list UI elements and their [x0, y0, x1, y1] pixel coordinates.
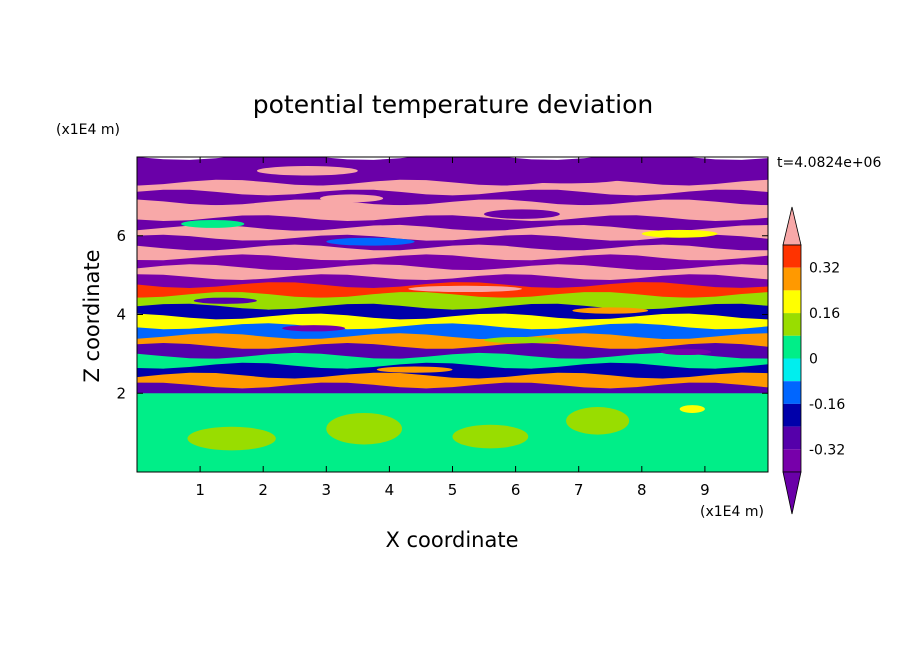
contour-feature: [187, 426, 276, 451]
colorbar-swatch: [783, 290, 801, 314]
colorbar-tick-label: 0.32: [809, 261, 840, 277]
x-tick-label: 7: [574, 481, 584, 499]
contour-feature: [282, 325, 346, 332]
contour-feature: [484, 336, 560, 344]
x-tick-label: 6: [511, 481, 521, 499]
colorbar-under-triangle: [782, 471, 802, 515]
contour-feature: [679, 405, 705, 413]
contour-feature: [181, 220, 245, 228]
colorbar-over-triangle: [782, 206, 802, 246]
colorbar-tick-label: -0.32: [809, 442, 845, 458]
colorbar-swatch: [783, 245, 801, 268]
x-tick-label: 9: [700, 481, 710, 499]
contour-feature: [484, 209, 560, 219]
contour-feature: [452, 424, 529, 449]
x-tick-label: 3: [322, 481, 332, 499]
contour-feature: [641, 229, 718, 238]
colorbar-swatch: [783, 381, 801, 404]
contour-band: [137, 372, 768, 389]
contour-feature: [509, 173, 623, 184]
contour-feature: [326, 237, 415, 246]
colorbar-swatch: [783, 267, 801, 291]
colorbar-swatch: [783, 403, 801, 427]
contour-feature: [326, 412, 403, 445]
colorbar-tick-label: -0.16: [809, 397, 845, 413]
contour-feature: [572, 307, 649, 314]
contour-band: [137, 382, 768, 397]
chart-title: potential temperature deviation: [253, 90, 653, 119]
time-label: t=4.0824e+06: [777, 155, 881, 171]
colorbar-swatch: [783, 335, 801, 359]
x-tick-label: 8: [637, 481, 647, 499]
colorbar-swatch: [783, 449, 801, 472]
x-tick-label: 2: [258, 481, 268, 499]
contour-feature: [193, 297, 257, 304]
contour-feature: [319, 194, 384, 203]
y-axis-label: Z coordinate: [80, 249, 104, 382]
colorbar-swatch: [783, 358, 801, 382]
x-tick-label: 5: [448, 481, 458, 499]
contour-band: [137, 254, 768, 271]
colorbar-swatch: [783, 426, 801, 450]
contour-feature: [660, 348, 712, 356]
contour-band: [137, 224, 768, 241]
contour-band: [137, 179, 768, 196]
contour-feature: [509, 448, 573, 465]
x-tick-label: 1: [195, 481, 205, 499]
contour-feature: [566, 407, 630, 435]
y-unit-label: (x1E4 m): [56, 122, 120, 138]
contour-feature: [376, 366, 453, 373]
y-tick-label: 4: [116, 306, 126, 324]
y-tick-label: 6: [116, 227, 126, 245]
x-axis: 1 2 3 4 5 6 7 8 9: [195, 157, 710, 499]
contour-feature: [256, 166, 358, 176]
colorbar-swatch: [783, 313, 801, 336]
y-tick-label: 2: [116, 384, 126, 402]
colorbar-tick-label: 0: [809, 352, 818, 368]
y-axis: 2 4 6: [116, 227, 768, 402]
colorbar-tick-label: 0.16: [809, 306, 840, 322]
colorbar: 0.32 0.16 0 -0.16 -0.32: [782, 206, 845, 515]
contour-band: [137, 362, 768, 379]
contour-band: [137, 292, 768, 310]
x-axis-label: X coordinate: [385, 528, 518, 552]
contour-plot-area: [137, 157, 768, 472]
x-unit-label: (x1E4 m): [700, 504, 764, 520]
contour-feature: [275, 405, 314, 421]
x-tick-label: 4: [385, 481, 395, 499]
contour-band: [137, 333, 768, 349]
contour-feature: [408, 285, 522, 293]
